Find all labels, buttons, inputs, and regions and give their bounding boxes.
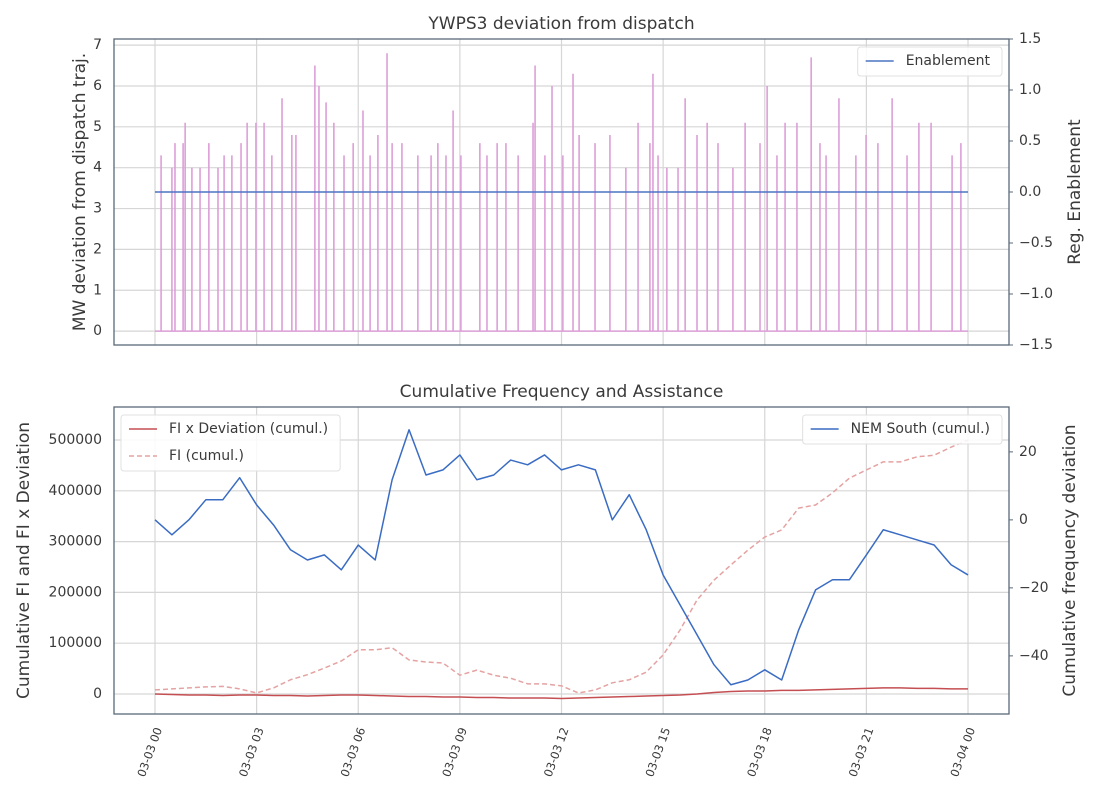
y-tick-label: 300000 [49, 534, 102, 550]
legend: Enablement [857, 46, 1003, 77]
y-tick-label: 1 [93, 282, 102, 298]
y-axis-label: MW deviation from dispatch traj. [70, 53, 90, 331]
legend-box [857, 46, 1003, 77]
x-tick-label: 03-03 09 [439, 725, 470, 778]
legend-label: FI x Deviation (cumul.) [169, 421, 328, 437]
legend-label: Enablement [906, 53, 991, 69]
y-tick-label: 0 [93, 686, 102, 702]
y2-tick-label: −0.5 [1019, 235, 1053, 251]
legend: NEM South (cumul.) [802, 414, 1003, 445]
plot-frame [113, 406, 1010, 715]
x-tick-label: 03-03 12 [541, 725, 572, 778]
y-tick-label: 4 [93, 160, 102, 176]
y2-tick-label: −40 [1019, 648, 1049, 664]
legend-box [120, 414, 341, 472]
subplot: Cumulative Frequency and Assistance Cumul… [14, 382, 1080, 779]
y-tick-label: 500000 [49, 432, 102, 448]
x-tick-label: 03-03 06 [338, 725, 369, 778]
y-axis-label: Cumulative FI and FI x Deviation [14, 422, 34, 699]
y-tick-label: 3 [93, 201, 102, 217]
subplot-title: Cumulative Frequency and Assistance [400, 382, 724, 402]
y2-tick-label: −20 [1019, 580, 1049, 596]
y2-tick-label: −1.0 [1019, 286, 1053, 302]
legend-box [802, 414, 1003, 445]
x-tick-label: 03-03 21 [846, 725, 877, 778]
y2-axis-label: Reg. Enablement [1065, 119, 1085, 265]
y2-tick-label: −1.5 [1019, 337, 1053, 353]
x-tick-label: 03-03 00 [134, 725, 165, 778]
series-line [154, 439, 969, 694]
x-tick-label: 03-04 00 [947, 725, 978, 778]
y-tick-label: 400000 [49, 483, 102, 499]
y-tick-label: 6 [93, 78, 102, 94]
plot-frame [113, 38, 1010, 346]
y2-tick-label: 0.5 [1019, 133, 1041, 149]
y2-tick-label: 20 [1019, 444, 1037, 460]
y2-tick-label: 0 [1019, 512, 1028, 528]
y2-axis-label: Cumulative frequency deviation [1060, 424, 1080, 696]
y2-tick-label: 1.0 [1019, 82, 1041, 98]
y-tick-label: 0 [93, 323, 102, 339]
legend-label: NEM South (cumul.) [851, 421, 990, 437]
series-line [154, 429, 969, 686]
subplot-title: YWPS3 deviation from dispatch [427, 14, 694, 34]
y-tick-label: 5 [93, 119, 102, 135]
y-tick-label: 2 [93, 241, 102, 257]
y-tick-label: 7 [93, 37, 102, 53]
x-tick-label: 03-03 03 [236, 725, 267, 778]
y2-tick-label: 1.5 [1019, 31, 1041, 47]
y-tick-label: 100000 [49, 635, 102, 651]
y2-tick-label: 0.0 [1019, 184, 1041, 200]
y-tick-label: 200000 [49, 584, 102, 600]
legend-label: FI (cumul.) [169, 448, 244, 464]
x-tick-label: 03-03 15 [642, 725, 673, 778]
x-tick-label: 03-03 18 [744, 725, 775, 778]
subplot: YWPS3 deviation from dispatch MW deviatio… [70, 14, 1085, 353]
series-line [154, 687, 969, 700]
legend: FI x Deviation (cumul.) FI (cumul.) [120, 414, 341, 472]
